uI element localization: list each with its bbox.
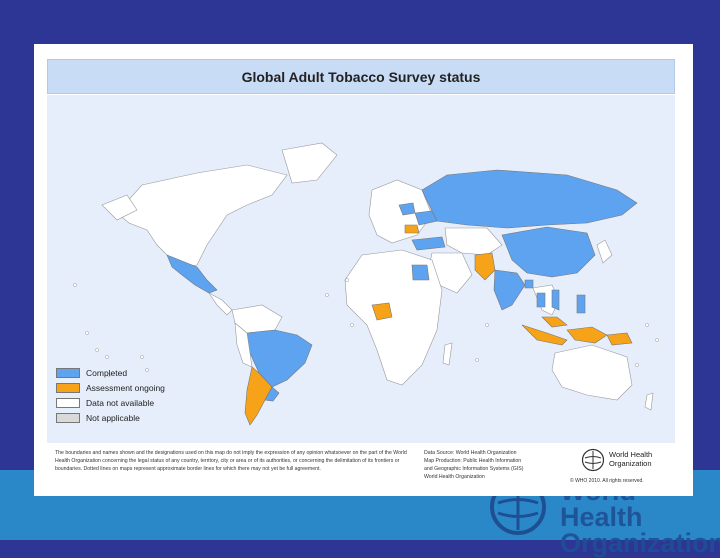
legend-item-no-data: Data not available [56, 395, 165, 410]
region-russia [421, 169, 638, 229]
world-map-panel: Completed Assessment ongoing Data not av… [47, 95, 675, 443]
legend-swatch-ongoing [56, 382, 80, 393]
who-logo: World Health Organization [581, 448, 671, 474]
legend-swatch-completed [56, 367, 80, 378]
region-india [493, 269, 526, 311]
legend-item-ongoing: Assessment ongoing [56, 380, 165, 395]
who-logo-line1: World Health [609, 450, 653, 459]
source-line: and Geographic Information Systems (GIS) [424, 466, 524, 472]
region-new-zealand [644, 392, 654, 411]
disclaimer-text: The boundaries and names shown and the d… [55, 450, 407, 472]
region-turkey [411, 236, 446, 251]
region-alaska [101, 194, 138, 221]
region-china [501, 226, 596, 278]
map-title-bar: Global Adult Tobacco Survey status [47, 59, 675, 94]
legend-label: Completed [86, 367, 128, 378]
source-line: World Health Organization [424, 474, 485, 480]
slide-card: Global Adult Tobacco Survey status [34, 44, 693, 496]
legend-item-not-applicable: Not applicable [56, 410, 165, 425]
region-thailand [536, 292, 546, 308]
region-malaysia [541, 316, 568, 328]
background-logo-line2: Organization [560, 528, 720, 558]
region-central-asia [444, 227, 503, 256]
region-papua [606, 332, 633, 346]
region-argentina [244, 366, 273, 426]
source-line: Data Source: World Health Organization [424, 450, 517, 456]
who-logo-text: World Health Organization [609, 450, 653, 468]
region-africa [344, 249, 443, 386]
region-korea-japan [596, 239, 613, 264]
copyright-text: © WHO 2010. All rights reserved. [570, 478, 644, 484]
small-islands [73, 278, 659, 377]
legend-swatch-not-applicable [56, 412, 80, 423]
who-emblem-icon [581, 448, 605, 472]
region-brazil [246, 329, 313, 388]
data-source-block: Data Source: World Health Organization M… [424, 449, 574, 481]
legend-label: Data not available [86, 397, 155, 408]
map-legend: Completed Assessment ongoing Data not av… [56, 365, 165, 425]
map-footer: The boundaries and names shown and the d… [47, 444, 675, 494]
region-indonesia-east [566, 326, 608, 344]
region-romania [404, 224, 420, 234]
legend-label: Assessment ongoing [86, 382, 165, 393]
region-philippines [576, 294, 586, 314]
map-title: Global Adult Tobacco Survey status [241, 69, 481, 85]
source-line: Map Production: Public Health Informatio… [424, 458, 522, 464]
world-map [73, 142, 659, 426]
region-bangladesh [524, 279, 534, 289]
who-logo-line2: Organization [609, 458, 652, 468]
region-indonesia-west [521, 324, 568, 346]
region-australia [551, 344, 633, 401]
legend-label: Not applicable [86, 412, 140, 423]
region-central-america [208, 292, 233, 316]
region-greenland [281, 142, 338, 184]
region-egypt [411, 264, 430, 281]
legend-item-completed: Completed [56, 365, 165, 380]
region-nigeria [371, 302, 393, 321]
region-vietnam [551, 289, 560, 311]
legend-swatch-no-data [56, 397, 80, 408]
region-madagascar [442, 342, 453, 366]
region-north-america [116, 164, 288, 268]
region-uruguay [264, 386, 280, 402]
region-pakistan [474, 252, 496, 281]
